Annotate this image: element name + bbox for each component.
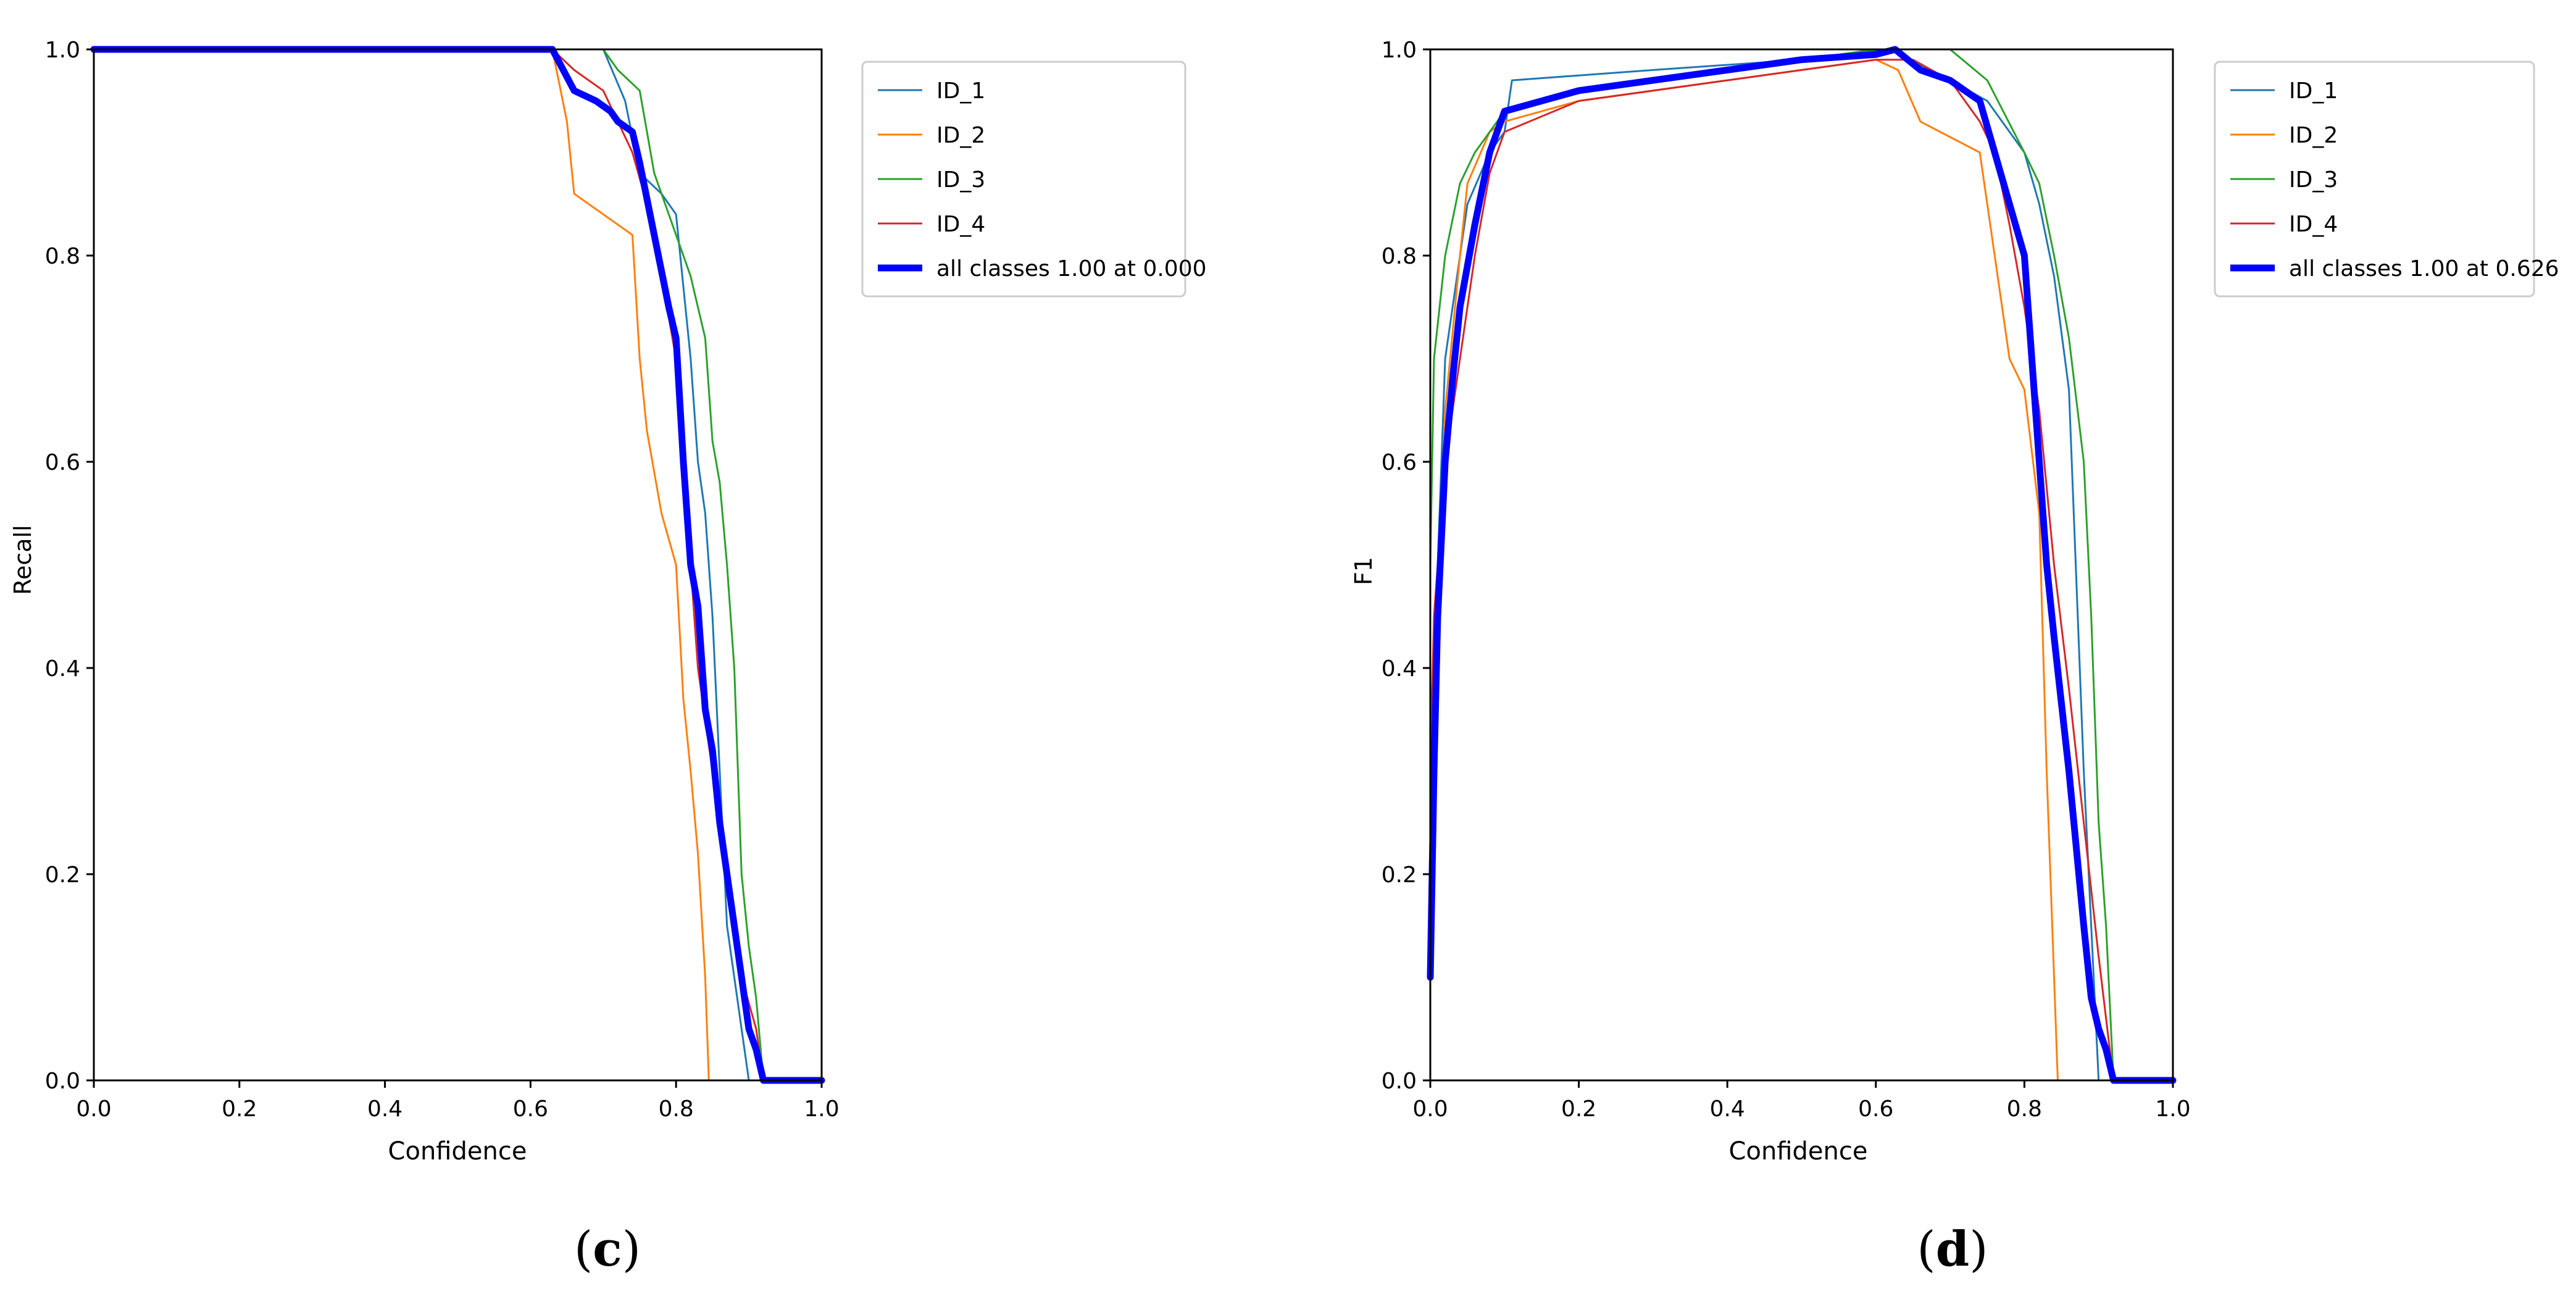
- caption-close-paren: ): [1969, 1222, 1988, 1277]
- legend-entry-label: all classes 1.00 at 0.626: [2289, 256, 2559, 282]
- caption-open-paren: (: [574, 1222, 593, 1277]
- y-tick-label: 0.0: [45, 1069, 80, 1094]
- caption-letter: d: [1936, 1221, 1970, 1277]
- caption-letter: c: [593, 1221, 622, 1277]
- y-tick-label: 0.2: [45, 862, 80, 888]
- legend-entry-label: ID_2: [936, 123, 985, 148]
- y-tick-label: 0.2: [1382, 862, 1417, 888]
- y-axis-label: F1: [1350, 557, 1377, 585]
- plot-area: 0.0 0.2 0.4 0.6 0.8 1.0 0.0 0.2 0.4 0.6 0.8 1.0: [45, 38, 840, 1122]
- y-tick-label: 0.6: [1382, 450, 1417, 475]
- panel-caption-d: (d): [1917, 1221, 1988, 1277]
- legend-entry-label: all classes 1.00 at 0.000: [936, 256, 1207, 282]
- series-line-all-classes-1-00-at-0-626: [1427, 46, 2177, 1084]
- y-tick-label: 0.6: [45, 450, 80, 475]
- legend-entry-label: ID_3: [936, 167, 985, 193]
- x-tick-label: 0.0: [1412, 1096, 1448, 1122]
- x-tick-label: 0.8: [659, 1096, 694, 1122]
- chart-panel-d: 0.0 0.2 0.4 0.6 0.8 1.00.00.20.40.60.81.0 F1 …: [1350, 38, 2559, 1277]
- x-axis-label: Confidence: [388, 1137, 527, 1166]
- x-axis-label: Confidence: [1729, 1137, 1868, 1166]
- caption-close-paren: ): [622, 1222, 641, 1277]
- y-tick-label: 0.8: [45, 244, 80, 269]
- axes-frame: [93, 48, 823, 1082]
- y-tick-label: 0.0: [1382, 1069, 1417, 1094]
- y-tick-label: 0.4: [45, 656, 80, 682]
- x-tick-label: 1.0: [804, 1096, 839, 1122]
- y-tick-label: 1.0: [1382, 38, 1417, 63]
- series-line-id-1: [1429, 48, 2174, 1082]
- legend-entry-label: ID_1: [2289, 78, 2338, 104]
- series-line-id-2: [1429, 59, 2174, 1082]
- plot-area: 0.0 0.2 0.4 0.6 0.8 1.0 0.0 0.2 0.4 0.6 0.8 1.0: [1382, 38, 2191, 1122]
- x-tick-label: 0.2: [1561, 1096, 1596, 1122]
- legend-entry-label: ID_2: [2289, 123, 2338, 148]
- legend-entry-label: ID_4: [936, 212, 985, 237]
- legend-box: [861, 61, 1186, 298]
- x-tick-label: 0.4: [367, 1096, 402, 1122]
- legend-entry-label: ID_1: [936, 78, 985, 104]
- series-line-id-2: [93, 48, 823, 1082]
- series-line-id-4: [1429, 59, 2174, 1082]
- x-tick-label: 0.6: [1858, 1096, 1893, 1122]
- y-tick-label: 0.8: [1382, 244, 1417, 269]
- y-tick-label: 0.4: [1382, 656, 1417, 682]
- x-tick-label: 0.4: [1710, 1096, 1745, 1122]
- y-axis-label: Recall: [9, 525, 36, 595]
- y-tick-label: 1.0: [45, 38, 80, 63]
- series-line-id-4: [93, 48, 823, 1082]
- series-line-id-1: [93, 48, 823, 1082]
- legend-entry-label: ID_4: [2289, 212, 2338, 237]
- series-line-id-3: [93, 48, 823, 1082]
- panel-caption-c: (c): [574, 1221, 641, 1277]
- axes-frame: [1429, 48, 2174, 1082]
- x-tick-label: 0.2: [222, 1096, 257, 1122]
- caption-open-paren: (: [1917, 1222, 1935, 1277]
- legend-entry-label: ID_3: [2289, 167, 2338, 193]
- series-line-all-classes-1-00-at-0-000: [90, 46, 825, 1084]
- x-tick-label: 0.0: [76, 1096, 111, 1122]
- x-tick-label: 0.6: [513, 1096, 548, 1122]
- chart-panel-c: 0.0 0.2 0.4 0.6 0.8 1.0 0.0 0.2 0.4 0.6 0.8 1.0 Rec…: [9, 38, 1207, 1277]
- x-tick-label: 0.8: [2007, 1096, 2042, 1122]
- legend-box: [2214, 61, 2535, 298]
- x-tick-label: 1.0: [2155, 1096, 2190, 1122]
- series-line-id-3: [1429, 48, 2174, 1082]
